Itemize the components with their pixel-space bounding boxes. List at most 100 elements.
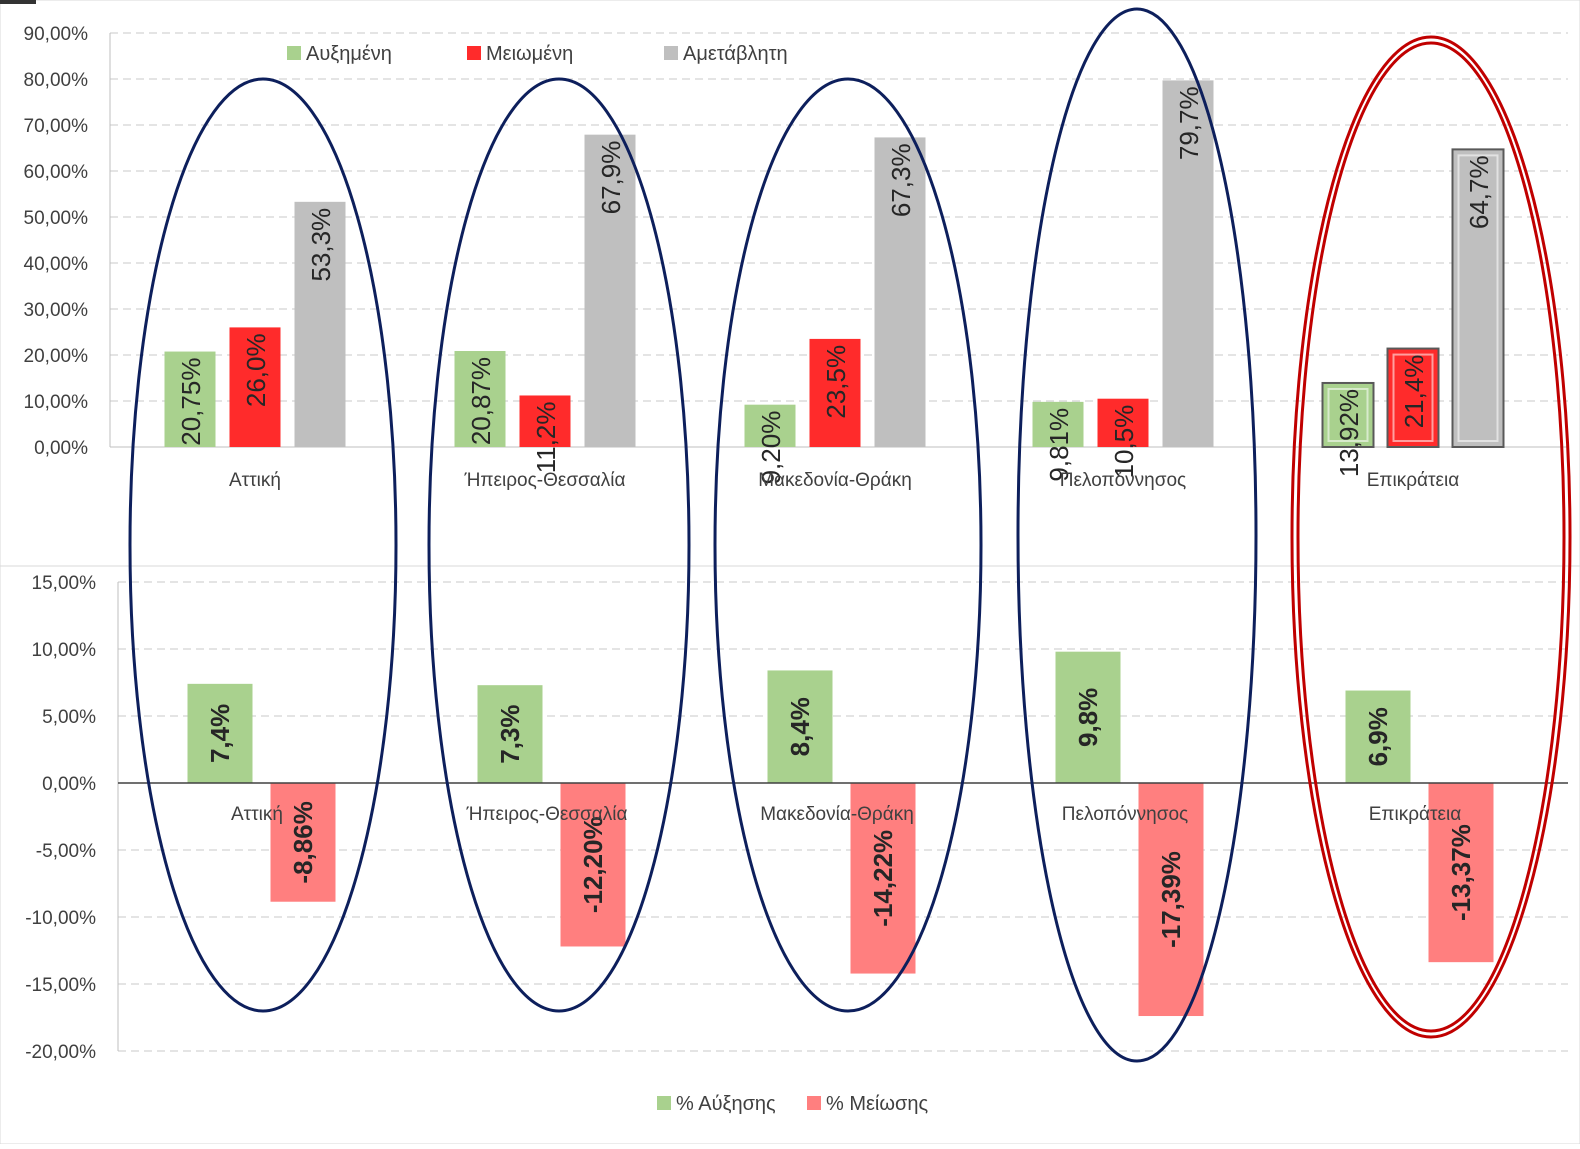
chart1-data-label: 11,2% [531, 401, 561, 473]
chart2-data-label: 7,4% [205, 704, 235, 763]
chart1-bar [744, 404, 796, 447]
chart1-data-label: 26,0% [241, 333, 271, 407]
chart1-bar [874, 137, 926, 448]
chart2-ytick-label: 10,00% [32, 640, 97, 661]
chart1-group: 0,00% 10,00% 20,00% 30,00% 40,00% 50,00% 60,00… [24, 24, 1568, 491]
chart1-ytick-label: 40,00% [24, 254, 89, 275]
chart2-bar [560, 783, 626, 947]
chart1-data-label: 9,20% [756, 411, 786, 485]
chart2-ytick-label: 0,00% [42, 774, 96, 795]
chart1-bar-bevel [1457, 154, 1499, 442]
chart1-data-label: 13,92% [1334, 389, 1364, 477]
chart2-data-label: 9,8% [1073, 688, 1103, 747]
chart1-ytick-label: 30,00% [24, 300, 89, 321]
chart1-legend-swatch [467, 46, 481, 60]
chart2-ytick-label: -15,00% [25, 975, 96, 996]
chart2-data-label: -12,20% [578, 816, 608, 913]
chart1-bar [1451, 148, 1505, 448]
chart1-legend-label: Μειωμένη [486, 43, 573, 65]
chart2-data-label: -13,37% [1446, 824, 1476, 921]
chart1-bar [1097, 398, 1149, 447]
chart2-data-label: 7,3% [495, 704, 525, 763]
chart2-data-label: 8,4% [785, 697, 815, 756]
chart2-bar [1138, 783, 1204, 1017]
chart2-bar [1428, 783, 1494, 963]
chart1-bar [1321, 381, 1375, 448]
chart1-bar [229, 327, 281, 447]
chart1-category-label: Πελοπόννησος [1060, 470, 1186, 491]
chart2-category-label: Ήπειρος-Θεσσαλία [466, 804, 628, 825]
chart1-ytick-label: 90,00% [24, 24, 89, 45]
chart2-legend-swatch [657, 1096, 671, 1110]
chart2-data-label: -8,86% [288, 801, 318, 883]
chart2-group: -20,00% -15,00% -10,00% -5,00% 0,00% 5,00% 10,… [25, 573, 1568, 1115]
chart1-ytick-label: 0,00% [34, 438, 88, 459]
chart1-legend-label: Αμετάβλητη [683, 43, 788, 65]
chart1-ytick-label: 50,00% [24, 208, 89, 229]
chart1-legend-swatch [287, 46, 301, 60]
chart1-data-label: 10,5% [1109, 405, 1139, 479]
chart1-category-label: Επικράτεια [1367, 470, 1459, 491]
chart1-ytick-label: 20,00% [24, 346, 89, 367]
chart2-bar [850, 783, 916, 974]
region-highlight-ellipse [713, 77, 983, 1013]
chart1-legend-label: Αυξημένη [306, 43, 392, 65]
chart1-bar [294, 201, 346, 447]
chart1-bar-bevel [1392, 353, 1434, 442]
chart2-legend-label: % Μείωσης [826, 1093, 928, 1115]
chart1-data-label: 67,9% [596, 141, 626, 215]
highlight-ellipses [128, 7, 1572, 1063]
chart1-data-label: 67,3% [886, 143, 916, 217]
chart1-data-label: 20,75% [176, 358, 206, 446]
chart1-bar [1162, 80, 1214, 447]
chart2-ytick-label: -5,00% [36, 841, 96, 862]
total-highlight-ellipse-inner [1296, 41, 1566, 1033]
chart2-category-label: Αττική [231, 804, 283, 825]
chart2-category-label: Μακεδονία-Θράκη [760, 804, 914, 825]
chart2-bar [270, 783, 336, 902]
chart2-legend-swatch [807, 1096, 821, 1110]
chart1-data-label: 20,87% [466, 357, 496, 445]
chart2-data-label: -17,39% [1156, 851, 1186, 948]
chart2-ytick-label: 5,00% [42, 707, 96, 728]
chart1-bar-bevel [1327, 387, 1369, 442]
chart2-legend-label: % Αύξησης [676, 1093, 776, 1115]
chart2-ytick-label: 15,00% [32, 573, 97, 594]
chart1-bar [164, 351, 216, 447]
chart1-ytick-label: 70,00% [24, 116, 89, 137]
chart2-ytick-label: -20,00% [25, 1042, 96, 1063]
chart1-ytick-label: 10,00% [24, 392, 89, 413]
chart2-data-label: -14,22% [868, 830, 898, 927]
chart1-bar [454, 350, 506, 447]
chart1-bar [1032, 401, 1084, 447]
chart2-category-label: Επικράτεια [1369, 804, 1461, 825]
chart1-data-label: 9,81% [1044, 408, 1074, 482]
chart2-bar [477, 685, 543, 783]
chart1-data-label: 64,7% [1464, 155, 1494, 229]
chart1-bar [809, 338, 861, 447]
chart1-bar [519, 395, 571, 447]
chart1-data-label: 53,3% [306, 208, 336, 282]
chart1-category-label: Ήπειρος-Θεσσαλία [464, 470, 626, 491]
corner-tab [0, 0, 36, 4]
chart1-data-label: 23,5% [821, 345, 851, 419]
chart1-data-label: 21,4% [1399, 355, 1429, 429]
chart2-bar [767, 670, 833, 783]
chart1-legend-swatch [664, 46, 678, 60]
chart2-bar [187, 683, 253, 783]
chart1-ytick-label: 80,00% [24, 70, 89, 91]
region-highlight-ellipse [1016, 7, 1258, 1063]
chart1-category-label: Μακεδονία-Θράκη [758, 470, 912, 491]
chart1-data-label: 79,7% [1174, 86, 1204, 160]
chart1-bar [584, 134, 636, 447]
chart2-category-label: Πελοπόννησος [1062, 804, 1188, 825]
region-highlight-ellipse [128, 77, 398, 1013]
chart1-category-label: Αττική [229, 470, 281, 491]
chart1-bar [1386, 347, 1440, 448]
chart1-ytick-label: 60,00% [24, 162, 89, 183]
chart2-bar [1345, 690, 1411, 783]
chart2-ytick-label: -10,00% [25, 908, 96, 929]
chart2-data-label: 6,9% [1363, 707, 1393, 766]
